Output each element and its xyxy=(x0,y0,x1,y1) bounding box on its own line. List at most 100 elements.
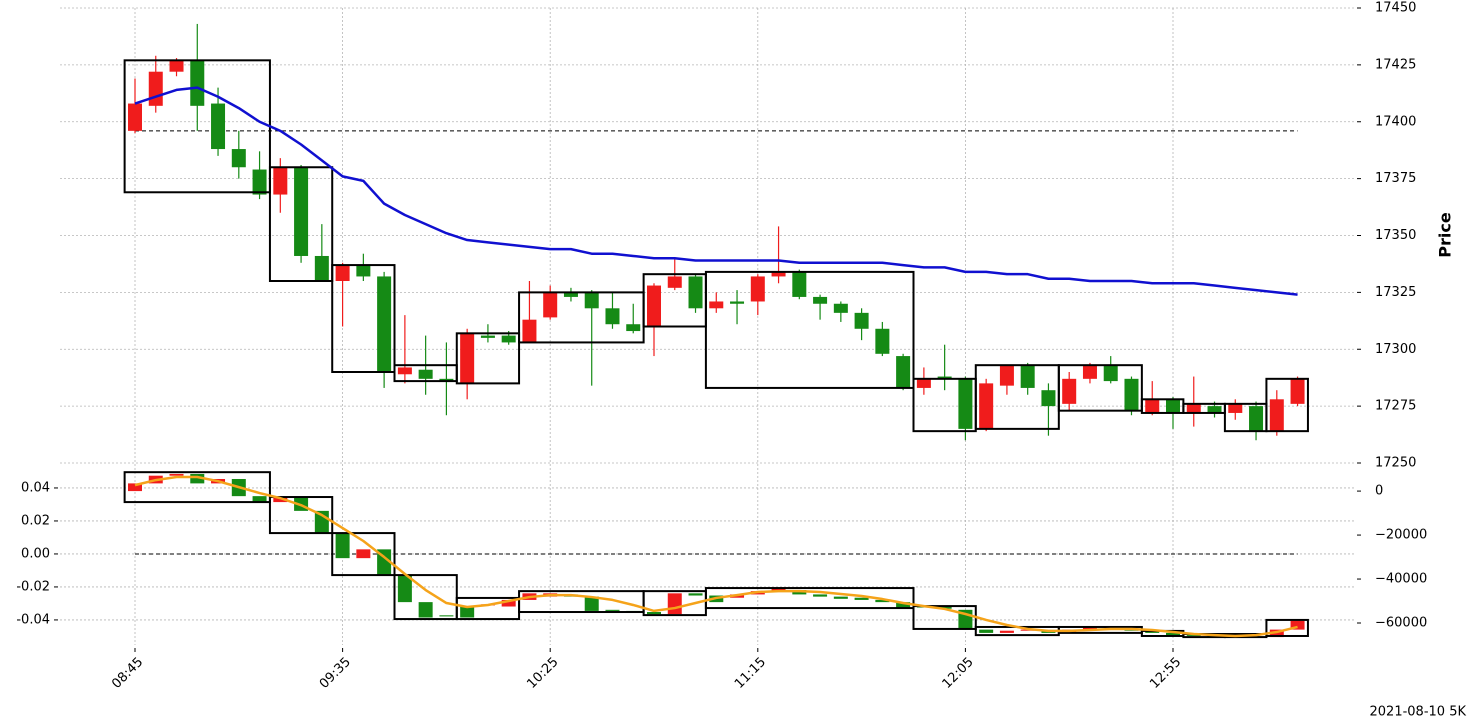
candle-body xyxy=(231,149,246,168)
y2-tick-label: 0 xyxy=(1375,484,1383,499)
candle-body xyxy=(1124,378,1139,411)
candle-body xyxy=(854,312,869,329)
candle-body xyxy=(480,335,495,338)
candle-body xyxy=(896,602,911,608)
candle-body xyxy=(813,296,828,304)
candle-body xyxy=(377,276,392,372)
range-box xyxy=(1057,364,1143,412)
candle-body xyxy=(999,630,1014,633)
footnote: 2021-08-10 5K xyxy=(1370,705,1467,720)
range-box xyxy=(331,264,396,374)
candle-body xyxy=(460,333,475,384)
candle-body xyxy=(605,308,620,325)
candle-body xyxy=(356,265,371,277)
y-tick-label: 17425 xyxy=(1375,57,1416,72)
y-tick-label: 17300 xyxy=(1375,342,1416,357)
candle-body xyxy=(688,276,703,309)
candle-body xyxy=(439,615,454,617)
candle-body xyxy=(667,276,682,288)
candle-body xyxy=(522,319,537,343)
y-tick-label: 0.00 xyxy=(21,546,50,561)
range-box xyxy=(268,166,334,282)
range-box xyxy=(455,332,521,385)
candle-body xyxy=(1166,399,1180,413)
candle-body xyxy=(169,60,184,72)
range-box xyxy=(123,471,271,504)
range-box xyxy=(1265,377,1309,433)
candle-body xyxy=(1249,406,1264,432)
candle-body xyxy=(1186,635,1201,637)
x-tick-label: 08:45 xyxy=(109,655,146,692)
x-tick-label: 09:35 xyxy=(317,655,354,692)
candle-body xyxy=(1145,399,1160,413)
candle-body xyxy=(418,602,433,618)
candle-body xyxy=(128,103,142,131)
y-tick-label: 0.02 xyxy=(21,513,50,528)
candle-body xyxy=(1082,365,1097,379)
candle-body xyxy=(750,276,765,302)
candle-body xyxy=(688,593,703,596)
y-tick-label: -0.02 xyxy=(16,579,50,594)
y2-tick-label: −60000 xyxy=(1375,616,1427,631)
candle-body xyxy=(667,593,682,615)
candle-body xyxy=(854,597,869,600)
candle-body xyxy=(439,378,454,382)
y-tick-label: 17450 xyxy=(1375,1,1416,16)
candle-body xyxy=(792,271,807,297)
range-box xyxy=(268,496,334,535)
candle-body xyxy=(896,356,911,388)
candle-body xyxy=(1269,629,1284,638)
candle-body xyxy=(252,496,267,503)
candle-body xyxy=(335,265,350,281)
y-tick-label: 0.04 xyxy=(21,480,50,495)
candle-body xyxy=(190,473,205,484)
candle-body xyxy=(128,483,142,492)
candle-body xyxy=(148,71,163,106)
candle-body xyxy=(979,629,994,633)
candle-body xyxy=(335,532,350,559)
candle-body xyxy=(273,167,288,195)
candle-body xyxy=(294,167,309,256)
candle-body xyxy=(1186,403,1201,413)
range-box xyxy=(704,587,915,610)
candle-body xyxy=(979,383,994,429)
candle-body xyxy=(501,599,516,607)
candle-body xyxy=(356,549,371,559)
candle-body xyxy=(999,365,1014,386)
candle-body xyxy=(833,303,848,313)
candle-body xyxy=(730,301,745,304)
candle-body xyxy=(1041,390,1056,407)
candle-body xyxy=(875,328,890,354)
y-tick-label: 17375 xyxy=(1375,171,1416,186)
candle-body xyxy=(771,271,786,277)
x-tick-label: 12:05 xyxy=(940,655,977,692)
candle-body xyxy=(833,596,848,599)
candle-body xyxy=(584,596,599,611)
candle-body xyxy=(252,169,267,195)
candle-body xyxy=(460,606,475,618)
x-tick-label: 11:15 xyxy=(732,655,769,692)
candle-body xyxy=(1228,403,1243,413)
indicator-line xyxy=(134,475,1298,638)
y-tick-label: 17400 xyxy=(1375,114,1416,129)
candle-body xyxy=(1082,627,1097,630)
range-box xyxy=(331,532,396,577)
candle-body xyxy=(647,612,661,615)
range-box xyxy=(518,590,645,614)
candle-body xyxy=(1290,378,1305,404)
candle-body xyxy=(1020,365,1035,388)
candle-body xyxy=(875,599,890,603)
y-tick-label: 17275 xyxy=(1375,399,1416,414)
candle-body xyxy=(1103,365,1118,382)
candle-body xyxy=(709,301,724,309)
candle-body xyxy=(1166,632,1180,636)
candle-body xyxy=(1269,399,1284,432)
candle-body xyxy=(605,609,620,611)
range-box xyxy=(1265,618,1309,637)
candle-body xyxy=(169,473,184,476)
candle-body xyxy=(584,292,599,309)
y2-tick-label: −20000 xyxy=(1375,528,1427,543)
candle-body xyxy=(1062,378,1077,404)
candle-body xyxy=(273,497,288,503)
